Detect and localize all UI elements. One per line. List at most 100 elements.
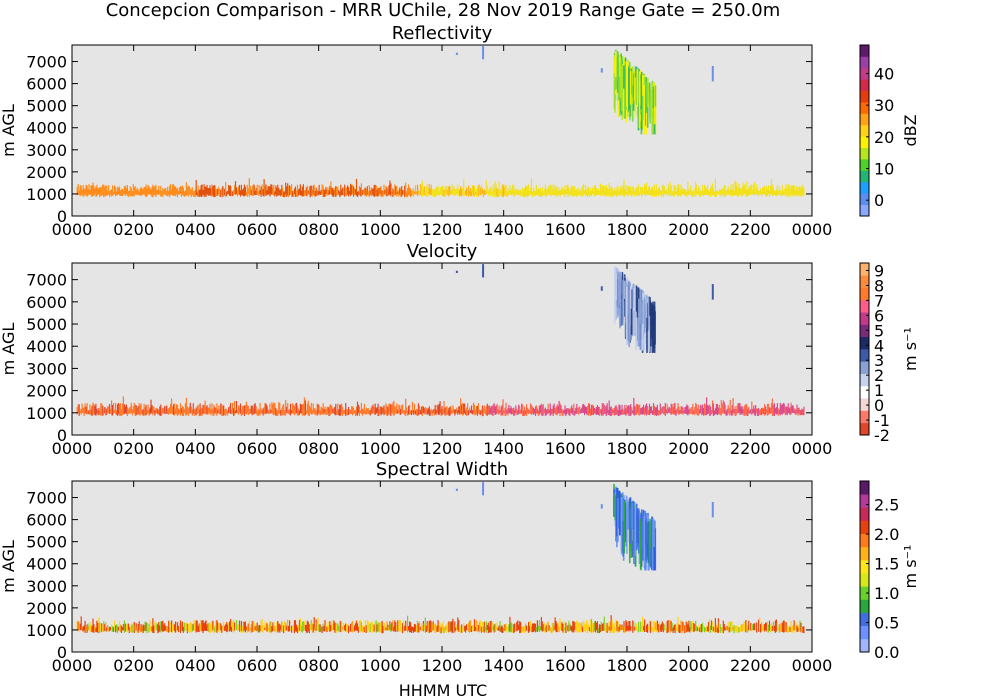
range-gate-cell: [227, 410, 229, 416]
range-gate-cell: [357, 626, 360, 633]
range-gate-cell: [227, 624, 229, 632]
range-gate-cell: [539, 187, 541, 197]
range-gate-cell: [195, 180, 197, 195]
range-gate-cell: [597, 627, 599, 633]
range-gate-cell: [641, 626, 643, 631]
range-gate-cell: [596, 405, 598, 415]
range-gate-cell: [629, 621, 631, 631]
range-gate-cell: [463, 623, 465, 631]
range-gate-cell: [714, 178, 716, 197]
precip-cell: [617, 490, 620, 529]
range-gate-cell: [557, 405, 559, 414]
range-gate-cell: [487, 190, 489, 197]
range-gate-cell: [483, 189, 485, 195]
range-gate-cell: [665, 627, 667, 633]
range-gate-cell: [663, 185, 665, 195]
y-tick-label: 2000: [26, 163, 67, 182]
range-gate-cell: [267, 627, 269, 631]
range-gate-cell: [746, 625, 748, 631]
range-gate-cell: [652, 621, 655, 633]
range-gate-cell: [255, 187, 257, 195]
range-gate-cell: [541, 187, 543, 196]
range-gate-cell: [529, 187, 532, 195]
range-gate-cell: [237, 624, 240, 630]
range-gate-cell: [334, 406, 336, 415]
range-gate-cell: [394, 406, 396, 415]
range-gate-cell: [581, 407, 583, 413]
range-gate-cell: [646, 182, 648, 195]
range-gate-cell: [152, 184, 154, 198]
range-gate-cell: [709, 625, 712, 633]
range-gate-cell: [270, 409, 272, 414]
range-gate-cell: [293, 624, 295, 633]
range-gate-cell: [706, 626, 709, 632]
range-gate-cell: [311, 189, 313, 197]
range-gate-cell: [762, 407, 764, 414]
range-gate-cell: [788, 408, 790, 414]
range-gate-cell: [172, 406, 174, 415]
range-gate-cell: [205, 620, 207, 631]
range-gate-cell: [180, 408, 183, 414]
range-gate-cell: [299, 184, 301, 196]
range-gate-cell: [411, 626, 413, 633]
range-gate-cell: [107, 406, 109, 413]
range-gate-cell: [785, 622, 787, 632]
range-gate-cell: [225, 624, 227, 631]
range-gate-cell: [473, 404, 476, 416]
range-gate-cell: [697, 191, 699, 195]
range-gate-cell: [704, 626, 706, 633]
range-gate-cell: [572, 408, 574, 415]
x-tick-label: 2000: [668, 439, 709, 458]
range-gate-cell: [262, 625, 264, 633]
range-gate-cell: [774, 620, 776, 633]
range-gate-cell: [450, 621, 452, 632]
range-gate-cell: [116, 624, 118, 632]
range-gate-cell: [144, 187, 146, 196]
x-tick-label: 2000: [668, 220, 709, 239]
range-gate-cell: [237, 186, 240, 195]
precip-cell: [638, 71, 641, 129]
range-gate-cell: [693, 623, 695, 632]
range-gate-cell: [294, 620, 297, 632]
range-gate-cell: [368, 185, 370, 197]
range-gate-cell: [107, 190, 109, 196]
range-gate-cell: [659, 191, 661, 196]
range-gate-cell: [314, 190, 316, 197]
range-gate-cell: [446, 623, 448, 633]
range-gate-cell: [431, 410, 433, 416]
range-gate-cell: [163, 408, 165, 414]
range-gate-cell: [696, 404, 698, 415]
range-gate-cell: [590, 404, 593, 416]
range-gate-cell: [352, 627, 355, 632]
x-tick-label: 1400: [483, 439, 524, 458]
range-gate-cell: [363, 188, 365, 195]
range-gate-cell: [118, 404, 121, 416]
range-gate-cell: [604, 406, 606, 415]
colorbar-label: dBZ: [901, 114, 920, 146]
range-gate-cell: [588, 624, 590, 631]
range-gate-cell: [412, 188, 415, 197]
range-gate-cell: [383, 184, 385, 196]
range-gate-cell: [665, 188, 667, 194]
range-gate-cell: [278, 623, 280, 632]
range-gate-cell: [713, 627, 715, 633]
range-gate-cell: [477, 403, 479, 414]
range-gate-cell: [440, 408, 442, 416]
precip-cell: [636, 298, 639, 318]
x-tick-label: 1800: [607, 656, 648, 675]
range-gate-cell: [737, 626, 739, 633]
range-gate-cell: [597, 406, 599, 415]
range-gate-cell: [716, 190, 718, 194]
range-gate-cell: [754, 182, 756, 195]
range-gate-cell: [147, 404, 149, 414]
range-gate-cell: [192, 191, 194, 197]
range-gate-cell: [540, 403, 542, 416]
range-gate-cell: [499, 410, 501, 413]
range-gate-cell: [307, 400, 309, 416]
colorbar-tick-label: 6: [874, 306, 884, 325]
range-gate-cell: [499, 621, 501, 632]
range-gate-cell: [565, 622, 567, 633]
precip-cell: [628, 67, 630, 111]
range-gate-cell: [328, 190, 330, 196]
range-gate-cell: [167, 626, 169, 633]
